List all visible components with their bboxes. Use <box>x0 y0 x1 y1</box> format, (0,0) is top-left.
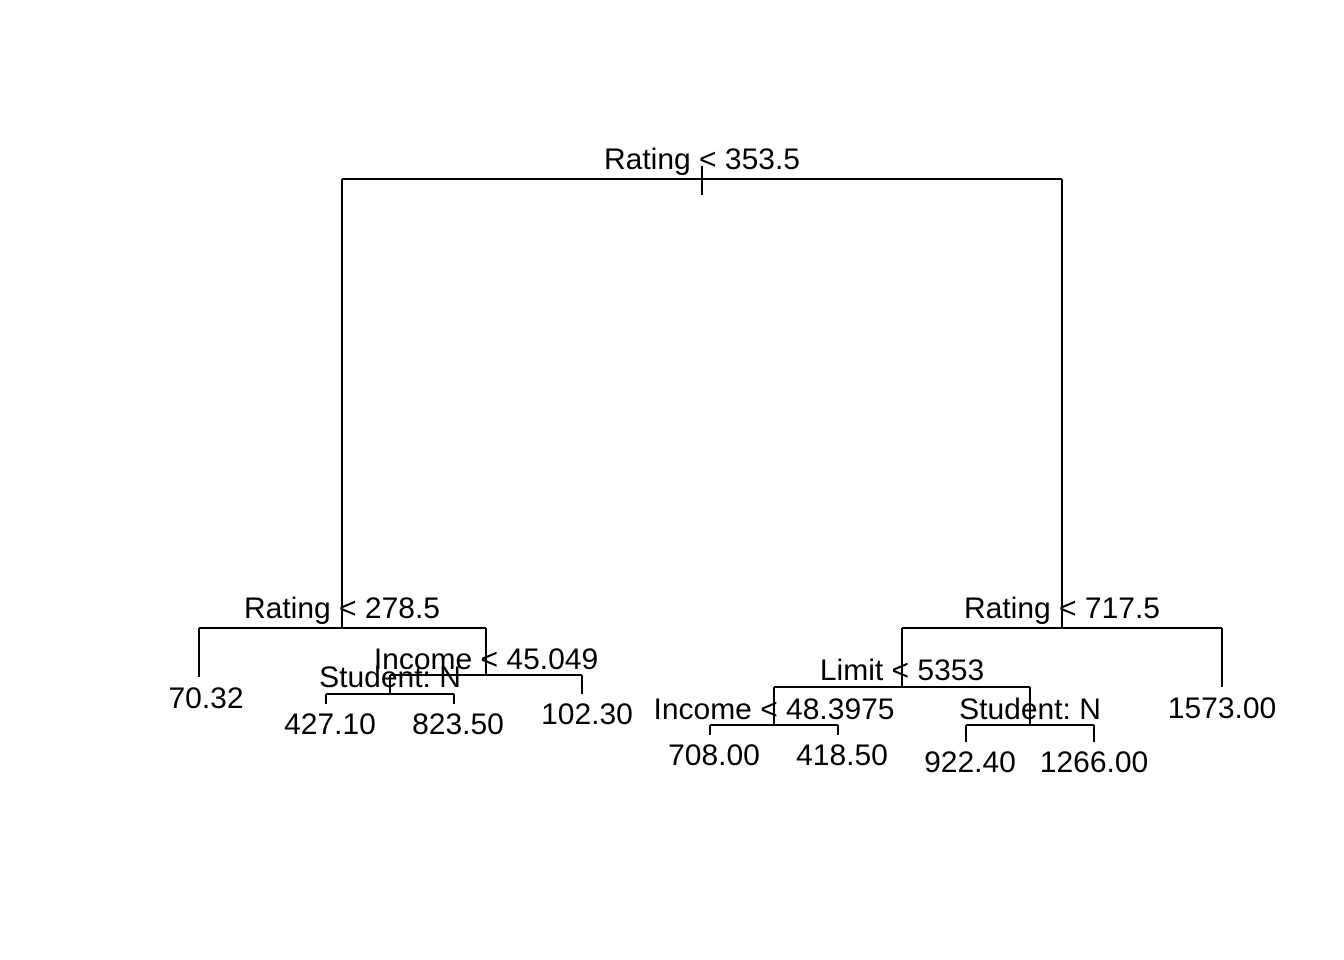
node-lr-split-label: Income < 45.049 <box>374 643 598 676</box>
leaf-lrll-value: 427.10 <box>284 708 376 741</box>
leaf-lrr-value: 102.30 <box>541 698 633 731</box>
node-rll-split-label: Income < 48.3975 <box>653 693 894 726</box>
leaf-l-l-value: 70.32 <box>168 682 243 715</box>
node-lrl-split-label: Student: N <box>319 661 461 694</box>
node-r-split-label: Rating < 717.5 <box>964 592 1160 625</box>
leaf-rlll-value: 708.00 <box>668 739 760 772</box>
leaf-rr-value: 1573.00 <box>1168 692 1276 725</box>
root-split-label: Rating < 353.5 <box>604 143 800 176</box>
leaf-lrlr-value: 823.50 <box>412 708 504 741</box>
node-l-split-label: Rating < 278.5 <box>244 592 440 625</box>
node-rlr-split-label: Student: N <box>959 693 1101 726</box>
node-rl-split-label: Limit < 5353 <box>820 654 984 687</box>
leaf-rlrr-value: 1266.00 <box>1040 746 1148 779</box>
leaf-rlrl-value: 922.40 <box>924 746 1016 779</box>
leaf-rllr-value: 418.50 <box>796 739 888 772</box>
